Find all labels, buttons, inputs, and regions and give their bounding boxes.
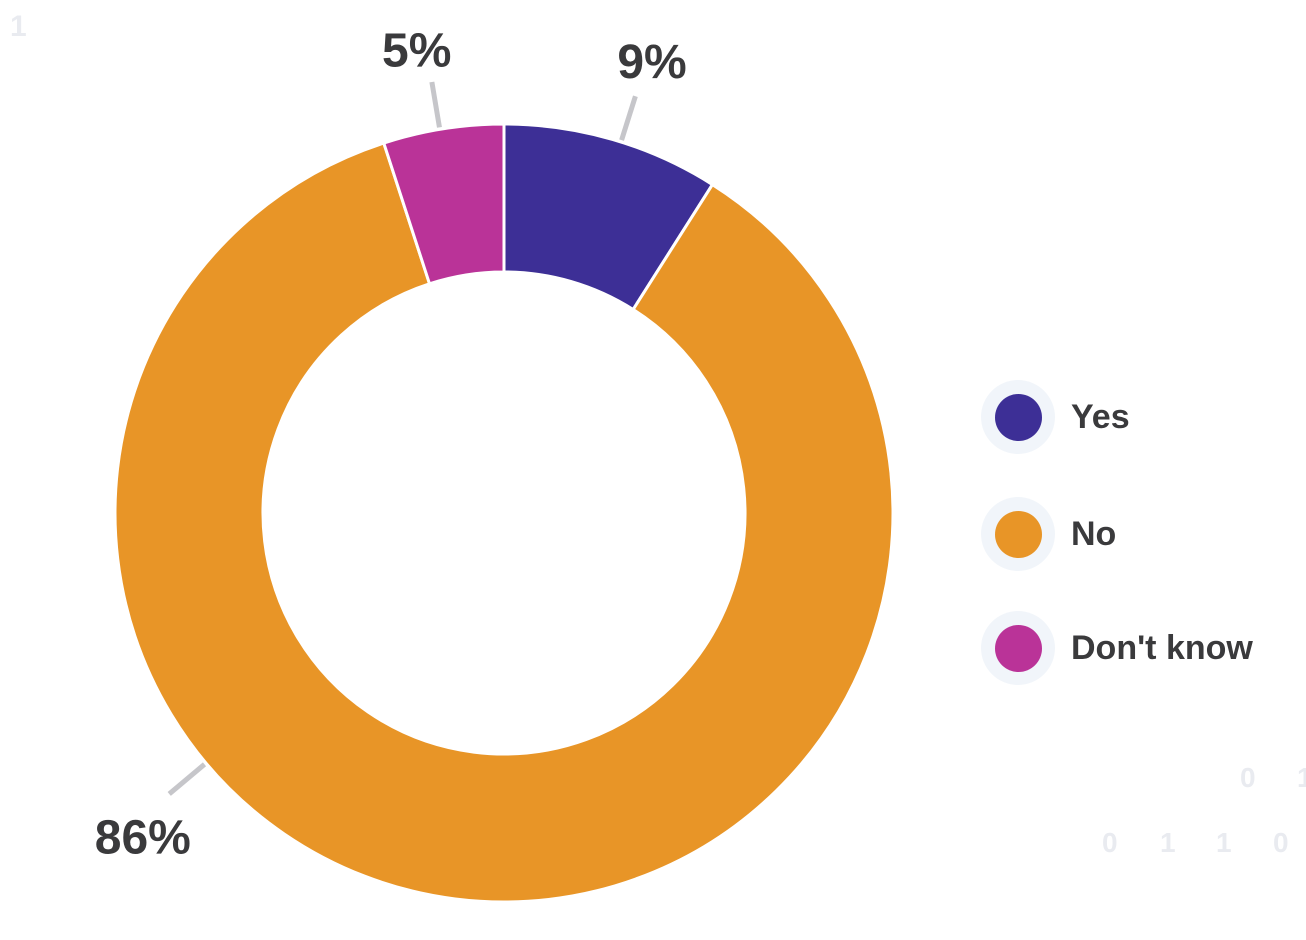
legend-swatch-dot-no	[994, 510, 1042, 558]
legend-item-dont-know[interactable]: Don't know	[981, 611, 1253, 685]
label-leader-line	[429, 81, 442, 128]
legend-item-no[interactable]: No	[981, 497, 1116, 571]
label-leader-line	[167, 762, 207, 796]
legend-swatch-dot-yes	[994, 393, 1042, 441]
label-leader-line	[619, 95, 638, 141]
legend-item-yes[interactable]: Yes	[981, 380, 1130, 454]
watermark-digit: 0	[1273, 827, 1289, 858]
percentage-label: 9%	[617, 36, 686, 89]
legend-swatch-dot-dont-know	[994, 624, 1042, 672]
watermark-digit: 0	[1102, 827, 1118, 858]
percentage-label: 5%	[382, 25, 451, 78]
legend-swatch-halo	[981, 611, 1055, 685]
legend-label-no: No	[1071, 514, 1117, 553]
legend-label-dont-know: Don't know	[1071, 628, 1253, 667]
watermark-digit: 1	[1160, 827, 1176, 858]
percentage-label: 86%	[95, 812, 191, 865]
watermark-digit: 1	[1216, 827, 1232, 858]
legend-swatch-halo	[981, 497, 1055, 571]
legend-swatch-halo	[981, 380, 1055, 454]
watermark-digit: 1	[10, 10, 27, 43]
watermark-digit: 1	[1297, 762, 1306, 793]
donut-slice-no[interactable]	[113, 141, 895, 904]
donut-slice-dontknow[interactable]	[381, 122, 506, 286]
watermark-digit: 0	[1240, 762, 1256, 793]
legend-label-yes: Yes	[1071, 397, 1130, 436]
